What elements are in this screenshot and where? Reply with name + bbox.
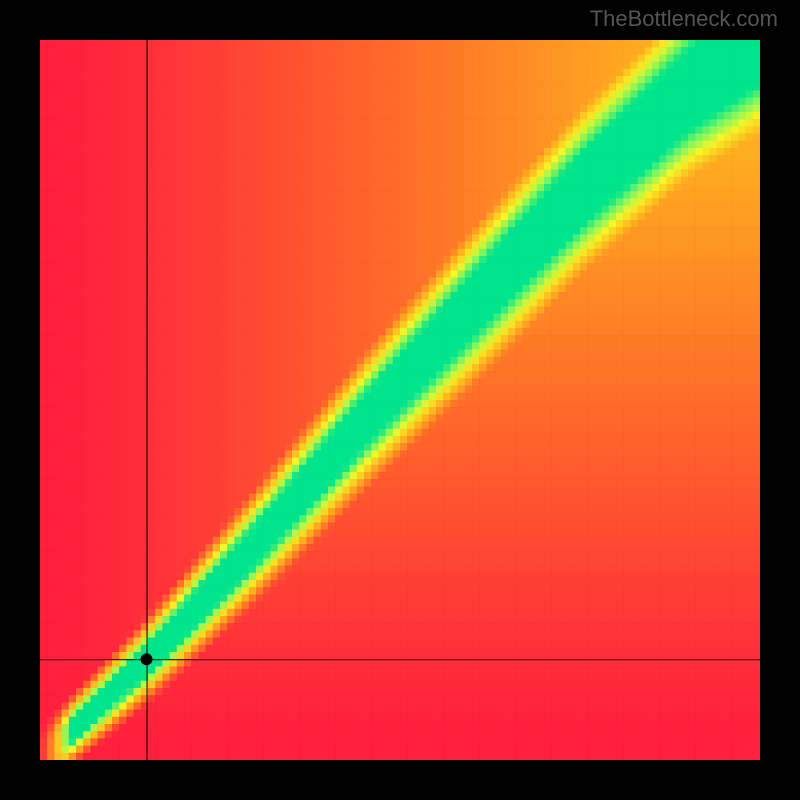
chart-container: TheBottleneck.com bbox=[0, 0, 800, 800]
heatmap-canvas bbox=[40, 40, 760, 760]
watermark-text: TheBottleneck.com bbox=[590, 6, 778, 32]
plot-area bbox=[40, 40, 760, 760]
